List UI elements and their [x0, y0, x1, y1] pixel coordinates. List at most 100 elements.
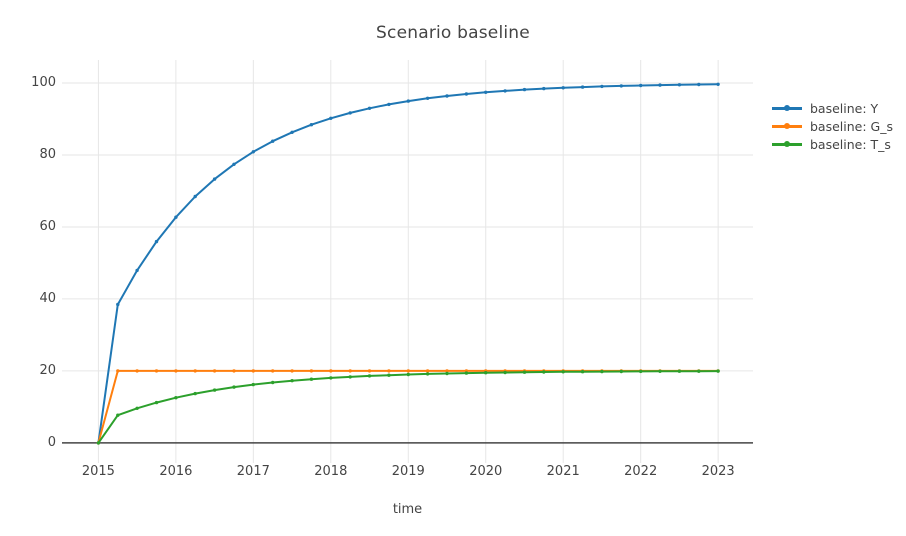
data-point-marker[interactable]	[290, 379, 294, 383]
data-point-marker[interactable]	[271, 139, 275, 143]
data-point-marker[interactable]	[425, 369, 430, 373]
data-point-marker[interactable]	[116, 413, 120, 417]
data-point-marker[interactable]	[464, 92, 469, 96]
data-point-marker[interactable]	[697, 82, 701, 87]
data-point-marker[interactable]	[116, 302, 120, 307]
data-point-marker[interactable]	[116, 369, 120, 373]
data-point-marker[interactable]	[329, 369, 333, 373]
y-tick-label: 20	[39, 363, 56, 379]
data-point-marker[interactable]	[522, 370, 527, 374]
legend-line-sample	[772, 123, 802, 129]
data-point-marker[interactable]	[96, 441, 101, 445]
y-tick-label: 40	[39, 291, 56, 307]
data-point-marker[interactable]	[367, 106, 372, 111]
data-point-marker[interactable]	[154, 369, 159, 373]
x-tick-label: 2019	[391, 464, 425, 479]
data-point-marker[interactable]	[639, 369, 643, 374]
x-tick-label: 2018	[314, 464, 348, 479]
y-tick-label: 60	[39, 219, 56, 235]
data-point-marker[interactable]	[251, 150, 255, 154]
data-point-marker[interactable]	[135, 268, 139, 273]
data-point-marker[interactable]	[600, 369, 604, 374]
data-point-marker[interactable]	[677, 83, 682, 87]
data-point-marker[interactable]	[251, 369, 255, 373]
data-point-marker[interactable]	[503, 89, 507, 93]
data-point-marker[interactable]	[309, 377, 314, 381]
data-point-marker[interactable]	[406, 372, 410, 377]
data-point-marker[interactable]	[212, 388, 217, 392]
data-point-marker[interactable]	[387, 373, 391, 377]
data-point-marker[interactable]	[658, 83, 662, 87]
data-point-marker[interactable]	[290, 369, 294, 373]
legend-line-sample	[772, 141, 802, 147]
data-point-marker[interactable]	[658, 369, 662, 373]
x-tick-label: 2022	[624, 464, 658, 479]
data-point-marker[interactable]	[561, 370, 565, 374]
data-point-marker[interactable]	[406, 369, 410, 373]
data-point-marker[interactable]	[600, 84, 604, 89]
data-point-marker[interactable]	[716, 82, 720, 87]
data-point-marker[interactable]	[154, 400, 159, 405]
data-point-marker[interactable]	[561, 86, 565, 90]
data-point-marker[interactable]	[716, 369, 720, 373]
data-point-marker[interactable]	[135, 406, 139, 410]
data-point-marker[interactable]	[271, 369, 275, 373]
y-tick-label: 80	[39, 147, 56, 163]
data-point-marker[interactable]	[619, 84, 623, 88]
data-point-marker[interactable]	[406, 99, 410, 103]
data-point-marker[interactable]	[232, 369, 236, 373]
data-point-marker[interactable]	[367, 374, 372, 378]
data-point-marker[interactable]	[212, 177, 217, 181]
data-point-marker[interactable]	[193, 369, 197, 373]
data-point-marker[interactable]	[542, 86, 546, 91]
data-point-marker[interactable]	[677, 369, 682, 373]
x-tick-label: 2020	[469, 464, 503, 479]
data-point-marker[interactable]	[445, 94, 449, 98]
data-point-marker[interactable]	[309, 123, 314, 127]
legend-marker-dot	[784, 141, 790, 147]
data-point-marker[interactable]	[251, 382, 255, 387]
y-tick-label: 100	[31, 75, 56, 91]
data-point-marker[interactable]	[503, 370, 507, 375]
data-point-marker[interactable]	[484, 90, 488, 95]
data-point-marker[interactable]	[135, 369, 139, 373]
data-point-marker[interactable]	[464, 371, 469, 375]
data-point-marker[interactable]	[697, 369, 701, 373]
data-point-marker[interactable]	[639, 83, 643, 88]
data-point-marker[interactable]	[425, 96, 430, 101]
data-point-marker[interactable]	[232, 162, 236, 166]
data-point-marker[interactable]	[232, 385, 236, 389]
data-point-marker[interactable]	[387, 102, 391, 107]
data-point-marker[interactable]	[329, 116, 333, 121]
data-point-marker[interactable]	[445, 371, 449, 376]
data-point-marker[interactable]	[154, 239, 159, 244]
data-point-marker[interactable]	[387, 369, 391, 373]
data-point-marker[interactable]	[174, 369, 178, 373]
x-axis-title: time	[392, 502, 423, 517]
data-point-marker[interactable]	[290, 130, 294, 134]
data-point-marker[interactable]	[580, 85, 585, 89]
data-point-marker[interactable]	[542, 370, 546, 374]
data-point-marker[interactable]	[309, 369, 314, 373]
data-point-marker[interactable]	[367, 369, 372, 373]
data-point-marker[interactable]	[271, 380, 275, 385]
data-point-marker[interactable]	[193, 194, 197, 199]
data-point-marker[interactable]	[580, 370, 585, 374]
legend-item-baseline-t-s[interactable]: baseline: T_s	[772, 135, 893, 153]
data-point-marker[interactable]	[348, 111, 352, 115]
data-point-marker[interactable]	[522, 87, 527, 92]
data-point-marker[interactable]	[348, 369, 352, 373]
data-point-marker[interactable]	[193, 391, 197, 396]
data-point-marker[interactable]	[425, 372, 430, 376]
data-point-marker[interactable]	[329, 376, 333, 380]
data-point-marker[interactable]	[212, 369, 217, 373]
legend-item-baseline-g-s[interactable]: baseline: G_s	[772, 117, 893, 135]
data-point-marker[interactable]	[445, 369, 449, 373]
legend-item-baseline-y[interactable]: baseline: Y	[772, 99, 893, 117]
data-point-marker[interactable]	[484, 371, 488, 375]
data-point-marker[interactable]	[174, 215, 178, 219]
data-point-marker[interactable]	[174, 396, 178, 400]
data-point-marker[interactable]	[619, 369, 623, 374]
data-point-marker[interactable]	[348, 375, 352, 379]
